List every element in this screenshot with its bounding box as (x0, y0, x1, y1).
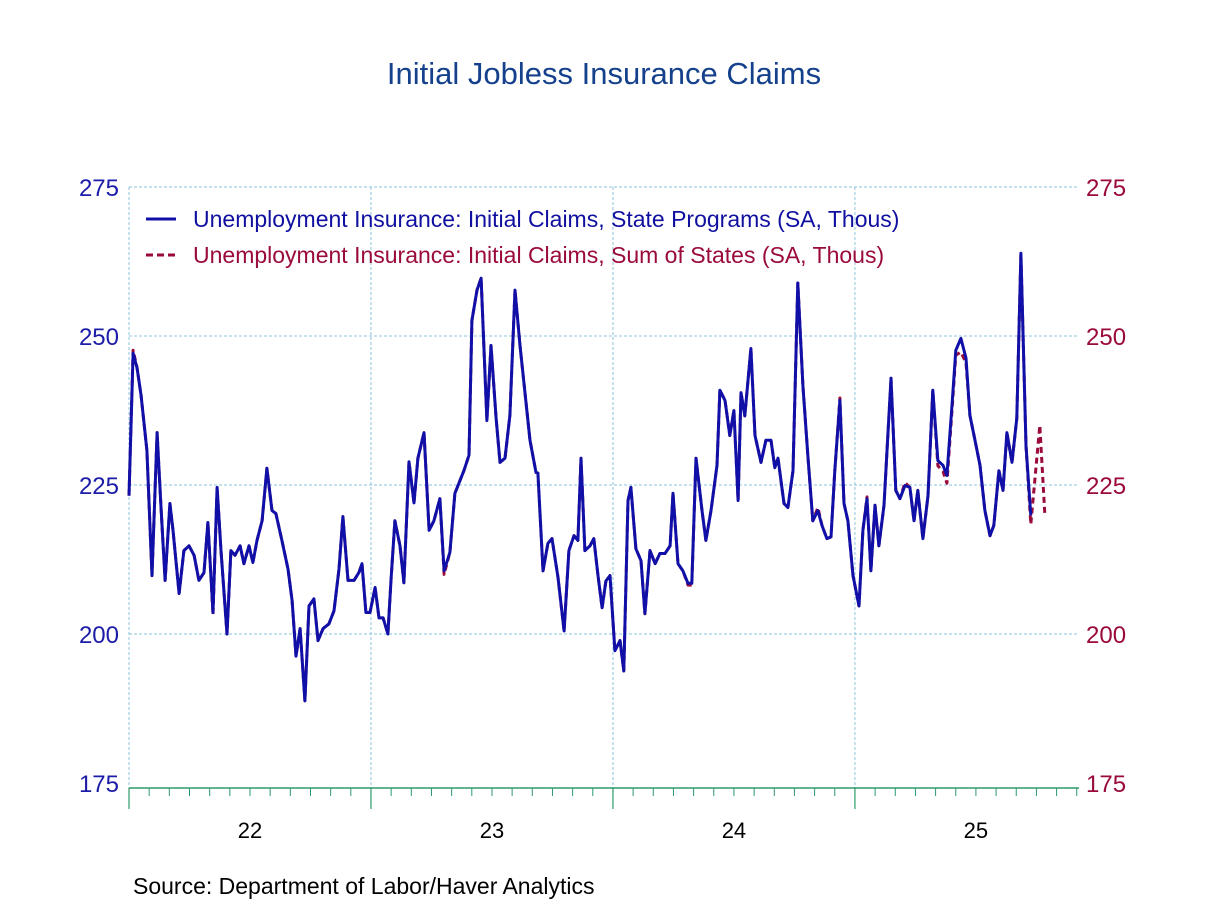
y-tick-label-right: 175 (1086, 771, 1126, 798)
y-tick-label-left: 275 (79, 175, 119, 202)
y-tick-label-left: 175 (79, 771, 119, 798)
x-tick-label: 24 (722, 818, 746, 843)
x-tick-label: 23 (480, 818, 504, 843)
x-axis: 22 23 24 25 (128, 787, 1079, 843)
legend-label-sum-of-states: Unemployment Insurance: Initial Claims, … (193, 242, 884, 268)
chart-title: Initial Jobless Insurance Claims (387, 56, 821, 91)
grid (128, 186, 1079, 788)
y-tick-label-right: 275 (1086, 175, 1126, 202)
source-note: Source: Department of Labor/Haver Analyt… (133, 873, 595, 899)
series-lines (127, 251, 1047, 703)
y-tick-label-right: 250 (1086, 324, 1126, 351)
y-axis-right: 175 200 225 250 275 (1086, 175, 1126, 798)
y-tick-label-left: 200 (79, 622, 119, 649)
x-tick-label: 25 (964, 818, 988, 843)
y-tick-label-right: 225 (1086, 473, 1126, 500)
legend-label-state-programs: Unemployment Insurance: Initial Claims, … (193, 206, 899, 232)
y-tick-label-left: 225 (79, 473, 119, 500)
y-tick-label-right: 200 (1086, 622, 1126, 649)
x-tick-label: 22 (238, 818, 262, 843)
legend: Unemployment Insurance: Initial Claims, … (146, 206, 899, 268)
series-line-state-programs (127, 251, 1033, 703)
y-axis-left: 175 200 225 250 275 (79, 175, 119, 798)
y-tick-label-left: 250 (79, 324, 119, 351)
